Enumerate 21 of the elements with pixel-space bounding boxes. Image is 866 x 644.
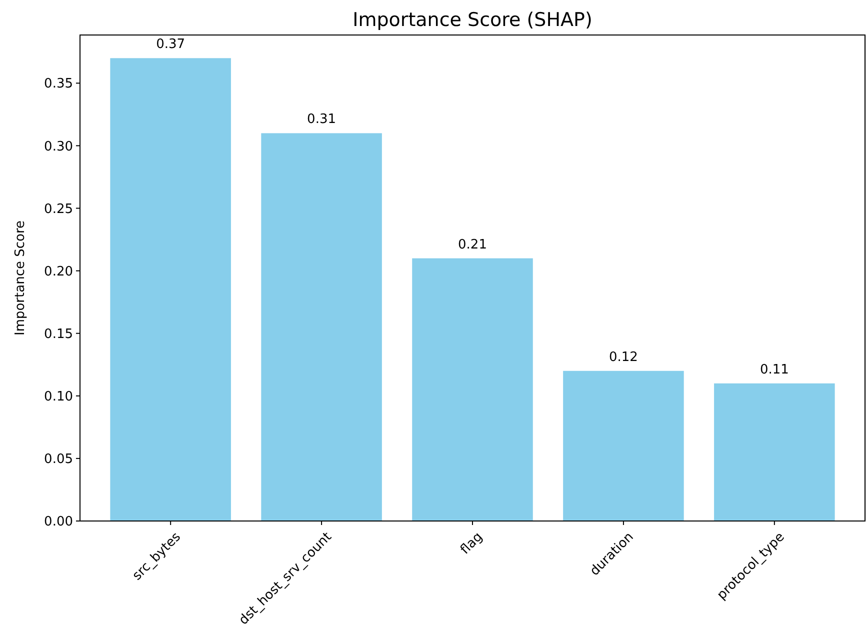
bar	[412, 258, 533, 521]
y-tick-label: 0.35	[44, 76, 73, 92]
data-label: 0.11	[760, 362, 789, 378]
y-tick-label: 0.20	[44, 264, 73, 280]
y-tick-label: 0.25	[44, 202, 73, 217]
bar	[110, 58, 231, 521]
y-tick-label: 0.15	[44, 326, 73, 342]
bar	[714, 383, 835, 521]
chart-title: Importance Score (SHAP)	[352, 9, 592, 31]
y-tick-label: 0.00	[44, 514, 73, 530]
data-label: 0.12	[608, 350, 638, 365]
y-axis-title: Importance Score	[13, 220, 28, 336]
bar	[563, 370, 684, 521]
data-label: 0.21	[458, 237, 487, 252]
y-tick-label: 0.30	[44, 139, 73, 154]
bar	[261, 133, 382, 521]
y-tick-label: 0.05	[44, 452, 73, 467]
data-label: 0.37	[156, 37, 186, 52]
x-tick-label: flag	[458, 530, 486, 558]
data-label: 0.31	[307, 112, 336, 128]
y-tick-label: 0.10	[44, 389, 73, 404]
